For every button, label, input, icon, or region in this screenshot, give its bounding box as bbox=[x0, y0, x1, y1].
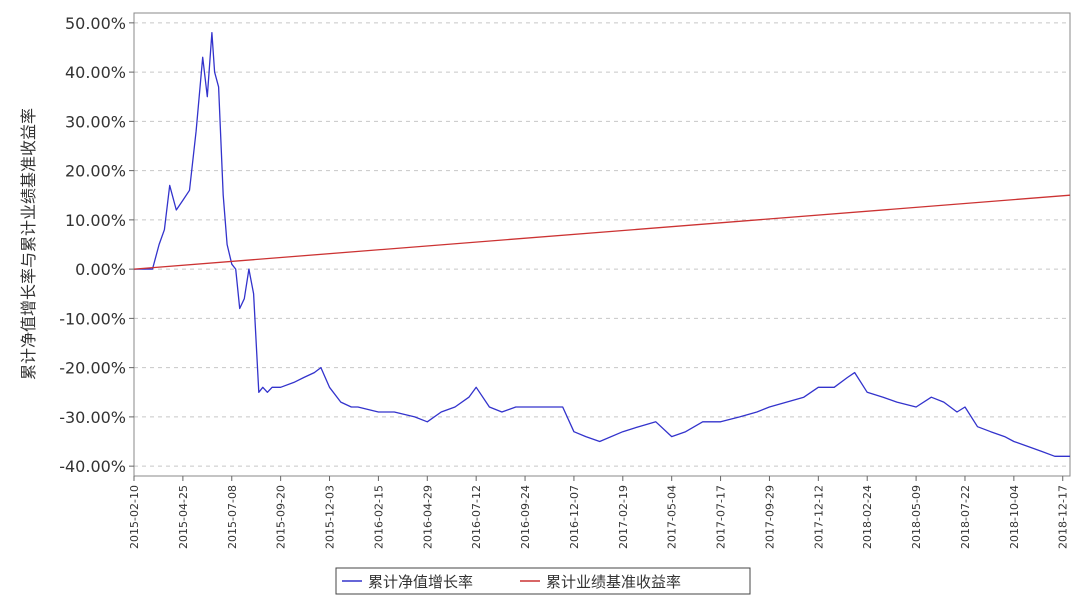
y-tick-label: 0.00% bbox=[75, 260, 126, 279]
series-line-benchmark bbox=[133, 194, 1071, 270]
x-tick-label: 2018-02-24 bbox=[861, 485, 874, 549]
y-tick-label: -20.00% bbox=[59, 359, 126, 378]
y-tick-label: 30.00% bbox=[65, 112, 126, 131]
series-lines bbox=[133, 32, 1071, 457]
y-axis: 50.00% 40.00% 30.00% 20.00% 10.00% 0.00% -10.0… bbox=[59, 14, 134, 476]
y-tick-label: -30.00% bbox=[59, 408, 126, 427]
y-tick-label: 50.00% bbox=[65, 14, 126, 33]
y-tick-label: -40.00% bbox=[59, 457, 126, 476]
legend-label-nav-growth: 累计净值增长率 bbox=[368, 573, 473, 591]
x-tick-label: 2016-09-24 bbox=[519, 485, 532, 549]
y-axis-label: 累计净值增长率与累计业绩基准收益率 bbox=[19, 108, 38, 380]
series-line-nav-growth bbox=[134, 32, 1070, 457]
x-tick-label: 2015-04-25 bbox=[177, 485, 190, 549]
legend: 累计净值增长率 累计业绩基准收益率 bbox=[335, 567, 751, 595]
x-tick-label: 2017-12-12 bbox=[812, 485, 825, 549]
y-tick-label: 40.00% bbox=[65, 63, 126, 82]
x-tick-label: 2017-07-17 bbox=[715, 485, 728, 549]
y-tick-label: 10.00% bbox=[65, 211, 126, 230]
x-tick-label: 2018-07-22 bbox=[959, 485, 972, 549]
x-tick-label: 2016-04-29 bbox=[421, 485, 434, 549]
x-tick-label: 2015-07-08 bbox=[226, 485, 239, 549]
x-tick-label: 2016-02-15 bbox=[372, 485, 385, 549]
gridlines bbox=[134, 22, 1070, 467]
x-tick-label: 2015-02-10 bbox=[128, 485, 141, 549]
x-tick-label: 2017-02-19 bbox=[617, 485, 630, 549]
x-tick-label: 2015-09-20 bbox=[275, 485, 288, 549]
x-tick-label: 2018-10-04 bbox=[1008, 485, 1021, 549]
x-tick-label: 2016-12-07 bbox=[568, 485, 581, 549]
x-tick-label: 2018-05-09 bbox=[910, 485, 923, 549]
x-tick-label: 2017-09-29 bbox=[763, 485, 776, 549]
x-tick-label: 2015-12-03 bbox=[324, 485, 337, 549]
x-tick-label: 2017-05-04 bbox=[666, 485, 679, 549]
legend-box bbox=[335, 567, 751, 595]
legend-label-benchmark: 累计业绩基准收益率 bbox=[546, 573, 681, 591]
x-tick-label: 2016-07-12 bbox=[470, 485, 483, 549]
y-tick-label: 20.00% bbox=[65, 162, 126, 181]
x-axis: 2015-02-10 2015-04-25 2015-07-08 2015-09-20… bbox=[128, 476, 1070, 549]
y-tick-label: -10.00% bbox=[59, 309, 126, 328]
plot-area-border bbox=[133, 12, 1071, 477]
x-tick-label: 2018-12-17 bbox=[1057, 485, 1070, 549]
